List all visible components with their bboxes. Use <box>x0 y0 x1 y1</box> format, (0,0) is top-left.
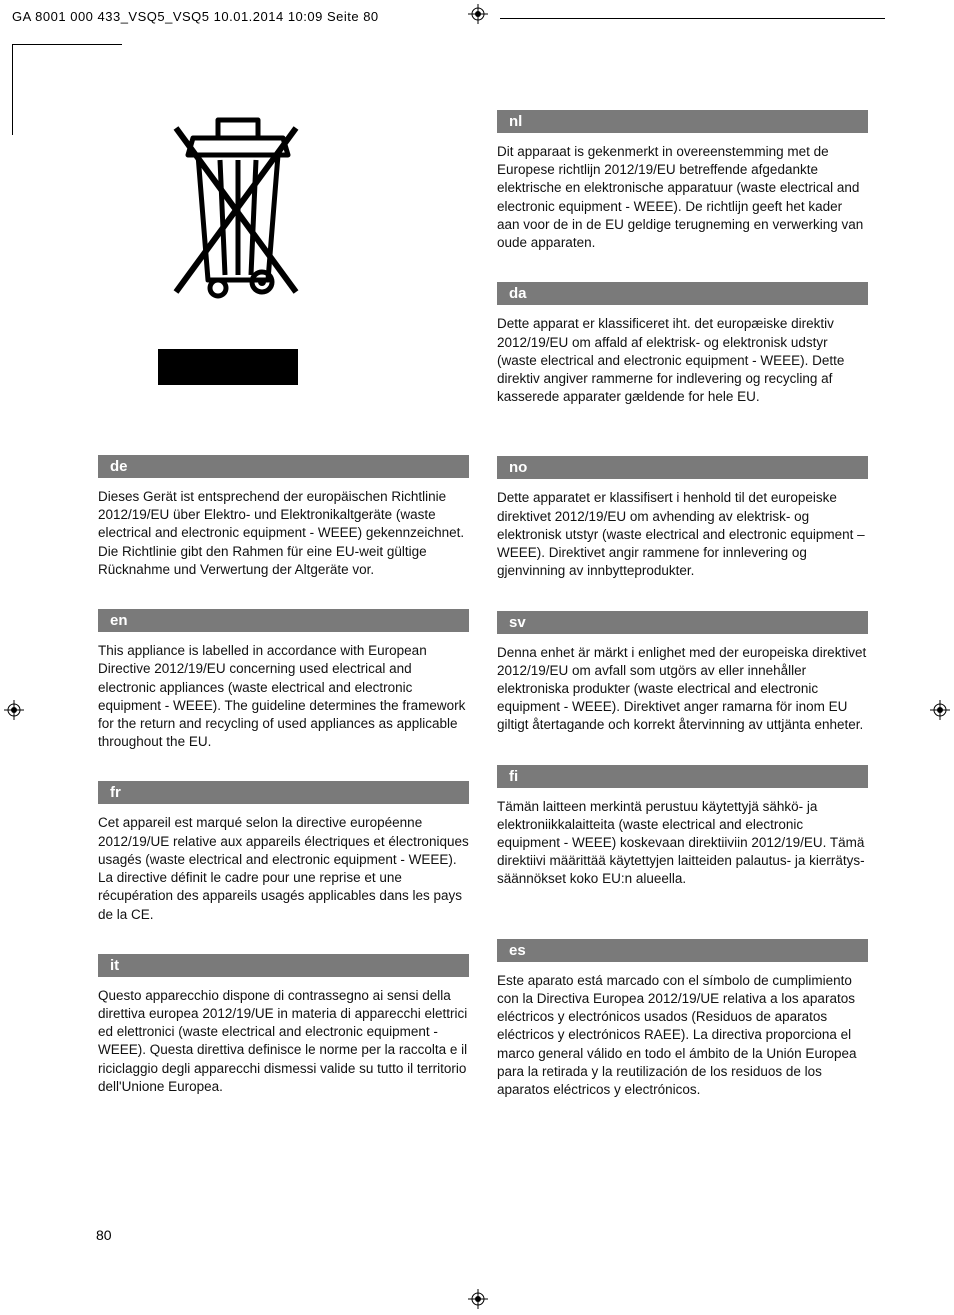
lang-header-da: da <box>497 282 868 305</box>
registration-mark-icon <box>4 700 24 720</box>
lang-header-es: es <box>497 939 868 962</box>
lang-body-en: This appliance is labelled in accordance… <box>98 642 469 751</box>
page-content: de Dieses Gerät ist entsprechend der eur… <box>98 100 868 1119</box>
registration-mark-icon <box>930 700 950 720</box>
lang-body-es: Este aparato está marcado con el símbolo… <box>497 972 868 1100</box>
lang-body-nl: Dit apparaat is gekenmerkt in overeenste… <box>497 143 868 252</box>
weee-crossed-bin-icon <box>158 100 308 300</box>
lang-body-fi: Tämän laitteen merkintä perustuu käytett… <box>497 798 868 889</box>
spacer <box>98 385 469 445</box>
lang-body-fr: Cet appareil est marqué selon la directi… <box>98 814 469 923</box>
lang-body-no: Dette apparatet er klassifisert i henhol… <box>497 489 868 580</box>
weee-symbol-block <box>98 100 469 385</box>
lang-header-it: it <box>98 954 469 977</box>
lang-header-fi: fi <box>497 765 868 788</box>
crop-corner <box>12 44 122 62</box>
lang-body-it: Questo apparecchio dispone di contrasseg… <box>98 987 469 1096</box>
print-header: GA 8001 000 433_VSQ5_VSQ5 10.01.2014 10:… <box>12 9 379 24</box>
weee-bar-icon <box>158 349 298 385</box>
registration-mark-icon <box>468 1289 488 1309</box>
right-column: nl Dit apparaat is gekenmerkt in overeen… <box>497 100 868 1119</box>
lang-header-fr: fr <box>98 781 469 804</box>
lang-body-da: Dette apparat er klassificeret iht. det … <box>497 315 868 406</box>
registration-mark-icon <box>468 4 488 24</box>
lang-header-de: de <box>98 455 469 478</box>
lang-header-no: no <box>497 456 868 479</box>
lang-body-de: Dieses Gerät ist entsprechend der europä… <box>98 488 469 579</box>
header-rule <box>500 18 885 19</box>
lang-header-nl: nl <box>497 110 868 133</box>
lang-header-sv: sv <box>497 611 868 634</box>
left-column: de Dieses Gerät ist entsprechend der eur… <box>98 100 469 1119</box>
lang-header-en: en <box>98 609 469 632</box>
page-number: 80 <box>96 1227 112 1243</box>
lang-body-sv: Denna enhet är märkt i enlighet med der … <box>497 644 868 735</box>
